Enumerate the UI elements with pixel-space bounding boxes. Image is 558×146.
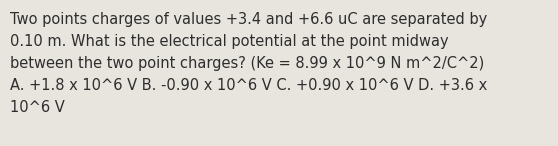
Text: Two points charges of values +3.4 and +6.6 uC are separated by: Two points charges of values +3.4 and +6… bbox=[10, 12, 487, 27]
Text: 10^6 V: 10^6 V bbox=[10, 100, 65, 115]
Text: between the two point charges? (Ke = 8.99 x 10^9 N m^2/C^2): between the two point charges? (Ke = 8.9… bbox=[10, 56, 484, 71]
Text: A. +1.8 x 10^6 V B. -0.90 x 10^6 V C. +0.90 x 10^6 V D. +3.6 x: A. +1.8 x 10^6 V B. -0.90 x 10^6 V C. +0… bbox=[10, 78, 487, 93]
Text: 0.10 m. What is the electrical potential at the point midway: 0.10 m. What is the electrical potential… bbox=[10, 34, 449, 49]
